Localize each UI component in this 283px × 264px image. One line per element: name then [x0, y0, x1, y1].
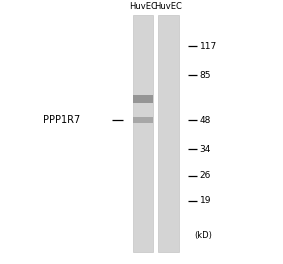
- Text: 85: 85: [200, 71, 211, 80]
- Text: HuvEC: HuvEC: [129, 2, 157, 11]
- Text: 34: 34: [200, 145, 211, 154]
- Text: 48: 48: [200, 116, 211, 125]
- Bar: [133, 95, 153, 103]
- Text: HuvEC: HuvEC: [155, 2, 182, 11]
- Text: 19: 19: [200, 196, 211, 205]
- Text: 26: 26: [200, 171, 211, 180]
- Text: PPP1R7: PPP1R7: [43, 115, 81, 125]
- Bar: [158, 15, 179, 252]
- Text: 117: 117: [200, 42, 217, 51]
- Bar: [133, 117, 153, 124]
- Text: (kD): (kD): [194, 231, 212, 240]
- Bar: [133, 15, 153, 252]
